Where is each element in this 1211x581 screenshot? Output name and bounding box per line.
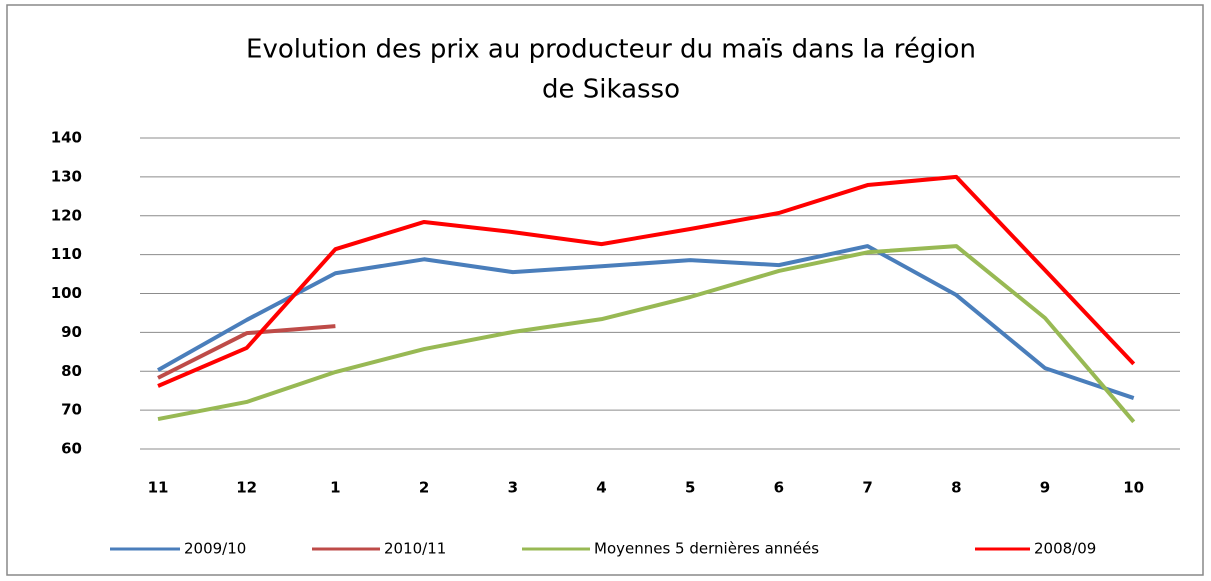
series-line: [157, 324, 336, 380]
y-tick-label: 80: [61, 362, 82, 380]
x-tick-label: 4: [596, 479, 606, 497]
y-tick-label: 110: [51, 245, 82, 263]
x-tick-label: 11: [148, 479, 169, 497]
legend-label: 2008/09: [1034, 540, 1096, 558]
legend-label: 2009/10: [184, 540, 246, 558]
x-tick-label: 3: [508, 479, 518, 497]
y-tick-label: 70: [61, 401, 82, 419]
legend-label: Moyennes 5 dernières annéés: [594, 540, 819, 558]
x-tick-label: 5: [685, 479, 695, 497]
y-tick-label: 90: [61, 323, 82, 341]
x-tick-label: 1: [330, 479, 340, 497]
x-tick-label: 2: [419, 479, 429, 497]
chart-title: Evolution des prix au producteur du maïs…: [246, 35, 976, 65]
series-line: [157, 244, 1135, 400]
x-tick-label: 8: [951, 479, 961, 497]
x-tick-label: 9: [1040, 479, 1050, 497]
y-tick-label: 60: [61, 440, 82, 458]
chart-title: de Sikasso: [542, 75, 680, 105]
x-tick-label: 12: [236, 479, 257, 497]
y-tick-label: 120: [51, 206, 82, 224]
y-tick-label: 100: [51, 284, 82, 302]
series-line: [157, 174, 1136, 388]
legend-label: 2010/11: [384, 540, 446, 558]
chart-frame: [6, 4, 1204, 576]
series-line: [157, 244, 1136, 424]
x-tick-label: 10: [1123, 479, 1144, 497]
y-tick-label: 130: [51, 167, 82, 185]
y-tick-label: 140: [51, 129, 82, 147]
x-tick-label: 6: [774, 479, 784, 497]
x-tick-label: 7: [862, 479, 872, 497]
